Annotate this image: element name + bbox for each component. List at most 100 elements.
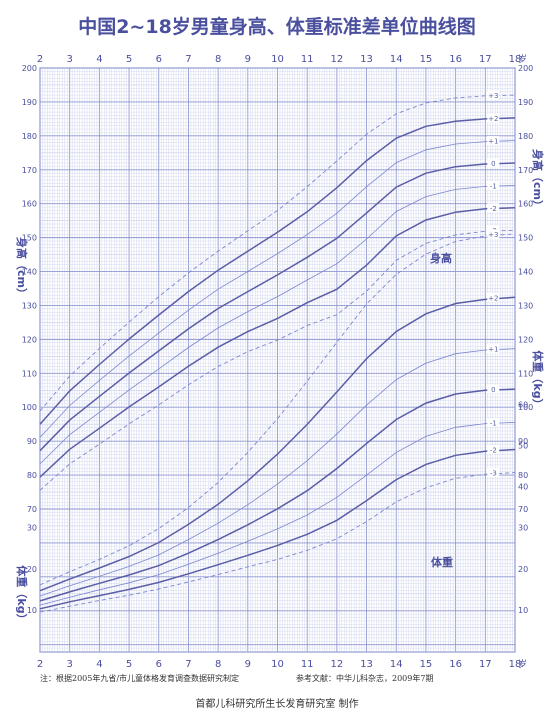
height-sd-label: -2 — [490, 205, 497, 213]
weight-sd-label-bg — [487, 344, 500, 354]
x-tick-label-top: 6 — [156, 54, 162, 65]
x-tick-label-bottom: 18 — [509, 659, 522, 670]
y-tick-left: 180 — [22, 132, 37, 141]
left-height-axis-title: 身高（cm） — [15, 237, 29, 299]
x-tick-label-bottom: 2 — [37, 659, 43, 670]
y-tick-left: 20 — [27, 565, 37, 574]
y-tick-right: 90 — [518, 437, 528, 446]
x-tick-label-top: 14 — [390, 54, 403, 65]
weight-sd-label-bg — [487, 417, 500, 427]
y-tick-right: 190 — [518, 98, 533, 107]
x-tick-label-bottom: 11 — [301, 659, 314, 670]
height-sd-label-bg — [487, 203, 500, 213]
y-tick-right: 120 — [518, 335, 533, 344]
x-tick-label-bottom: 6 — [156, 659, 162, 670]
tick-labels: 2 2 3 3 4 4 5 5 6 6 7 7 8 8 9 9 10 10 11 11 12 12 13 13 14 14 15 15… — [22, 53, 534, 670]
height-curve-minus3 — [39, 229, 516, 491]
y-tick-left: 110 — [22, 369, 37, 378]
x-tick-label-bottom: 7 — [185, 659, 191, 670]
height-sd-label-bg — [487, 136, 500, 146]
y-tick-left: 200 — [22, 64, 37, 73]
y-tick-left: 120 — [22, 335, 37, 344]
weight-curve-plus2 — [39, 296, 516, 592]
weight-sd-label: -1 — [490, 419, 497, 427]
height-sd-label: -1 — [490, 182, 497, 190]
weight-curve-plus1 — [39, 348, 516, 597]
weight-sd-label: 0 — [491, 386, 495, 394]
x-tick-label-bottom: 5 — [126, 659, 132, 670]
x-tick-label-bottom: 17 — [479, 659, 492, 670]
height-sd-label-bg — [487, 90, 500, 100]
x-tick-label-bottom: 12 — [331, 659, 344, 670]
x-tick-label-top: 3 — [67, 54, 73, 65]
y-tick-right: 140 — [518, 268, 533, 277]
y-tick-left: 30 — [27, 524, 37, 533]
height-sd-label-bg — [487, 158, 500, 168]
left-weight-axis-title: 体重（kg） — [15, 565, 29, 624]
producer-credit: 首都儿科研究所生长发育研究室 制作 — [195, 697, 358, 710]
weight-curve-minus3 — [39, 472, 516, 613]
weight-sd-label-bg — [487, 292, 500, 302]
y-tick-left: 140 — [22, 268, 37, 277]
y-tick-right: 10 — [518, 606, 528, 615]
height-sd-label: +3 — [488, 92, 498, 100]
height-curve-plus2 — [39, 117, 516, 425]
height-curve-plus1 — [39, 140, 516, 438]
height-sd-label-bg — [487, 180, 500, 190]
y-tick-right: 50 — [518, 441, 528, 450]
footnote-note: 注：根据2005年九省/市儿童体格发育调查数据研究制定 — [40, 673, 239, 683]
x-tick-label-top: 15 — [420, 54, 433, 65]
height-sd-label: +2 — [488, 115, 498, 123]
y-tick-left: 10 — [27, 606, 37, 615]
y-tick-right: 30 — [518, 524, 528, 533]
right-height-axis-title: 身高（cm） — [531, 149, 545, 211]
y-tick-left: 160 — [22, 200, 37, 209]
x-tick-label-top: 11 — [301, 54, 314, 65]
series-layer: +3+2+10-1-2-3+3+2+10-1-2-3 — [39, 90, 516, 613]
y-tick-left: 150 — [22, 234, 37, 243]
y-tick-left: 100 — [22, 403, 37, 412]
y-tick-right: 70 — [518, 505, 528, 514]
y-tick-left: 70 — [27, 505, 37, 514]
height-sd-label: 0 — [491, 160, 495, 168]
y-tick-left: 90 — [27, 437, 37, 446]
x-tick-label-top: 18 — [509, 54, 522, 65]
x-unit-bottom: 岁 — [518, 658, 527, 670]
x-tick-label-top: 2 — [37, 54, 43, 65]
x-tick-label-top: 7 — [185, 54, 191, 65]
x-tick-label-bottom: 3 — [67, 659, 73, 670]
y-tick-right: 200 — [518, 64, 533, 73]
weight-sd-label: +2 — [488, 294, 498, 302]
height-curve-median — [39, 162, 516, 452]
y-tick-right: 180 — [518, 132, 533, 141]
x-tick-label-bottom: 10 — [271, 659, 284, 670]
x-tick-label-bottom: 4 — [96, 659, 102, 670]
x-tick-label-top: 9 — [245, 54, 251, 65]
weight-curve-label: 体重 — [431, 555, 453, 569]
y-tick-left: 170 — [22, 166, 37, 175]
height-curve-label: 身高 — [430, 251, 452, 265]
x-tick-label-bottom: 14 — [390, 659, 403, 670]
y-tick-right: 80 — [518, 471, 528, 480]
height-curve-minus2 — [39, 207, 516, 478]
weight-curve-minus2 — [39, 448, 516, 610]
weight-sd-label-bg — [487, 445, 500, 455]
weight-sd-label: -2 — [490, 447, 497, 455]
weight-sd-label-bg — [487, 229, 500, 239]
x-tick-label-bottom: 16 — [449, 659, 462, 670]
x-tick-label-top: 13 — [360, 54, 373, 65]
x-tick-label-top: 10 — [271, 54, 284, 65]
weight-sd-label-bg — [487, 384, 500, 394]
height-curve-minus1 — [39, 185, 516, 465]
y-tick-right: 150 — [518, 234, 533, 243]
x-tick-label-bottom: 15 — [420, 659, 433, 670]
y-tick-right: 20 — [518, 565, 528, 574]
y-tick-left: 130 — [22, 301, 37, 310]
x-tick-label-bottom: 9 — [245, 659, 251, 670]
weight-sd-label: +3 — [488, 231, 498, 239]
y-tick-left: 190 — [22, 98, 37, 107]
x-tick-label-top: 5 — [126, 54, 132, 65]
weight-sd-label: +1 — [488, 346, 498, 354]
y-tick-left: 80 — [27, 471, 37, 480]
x-tick-label-bottom: 13 — [360, 659, 373, 670]
